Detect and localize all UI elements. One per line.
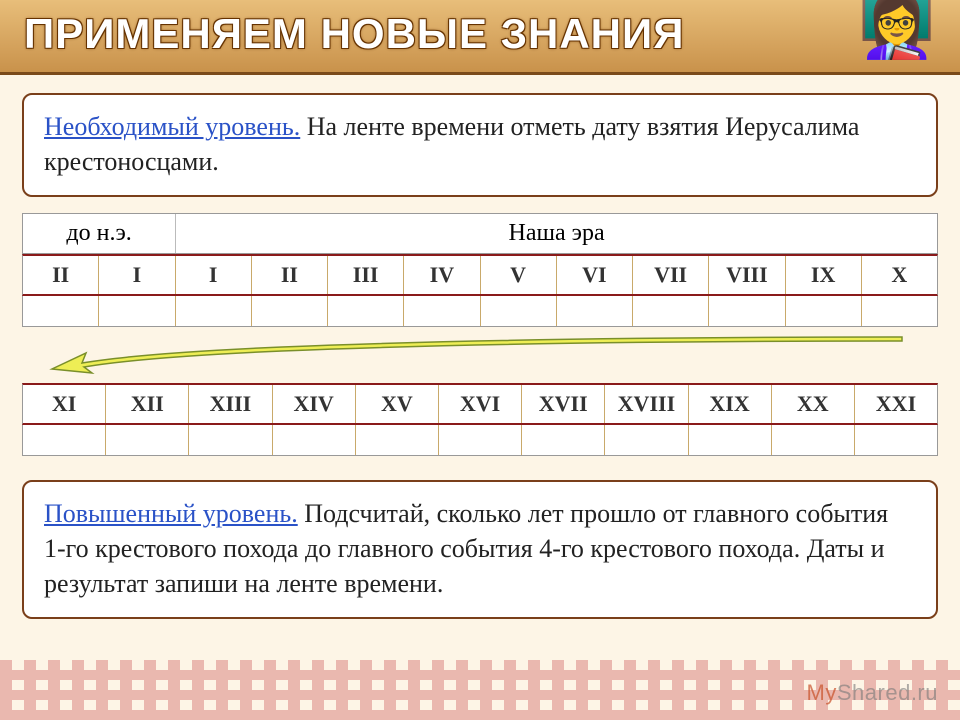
century-cell: IX [786,256,862,294]
answer-cell[interactable] [439,425,522,455]
century-cell: XIX [689,385,772,423]
task-lead-basic: Необходимый уровень. [44,112,300,141]
timeline-1-answer-row[interactable] [22,296,938,327]
answer-cell[interactable] [633,296,709,326]
answer-cell[interactable] [23,296,99,326]
answer-cell[interactable] [605,425,688,455]
century-cell: XX [772,385,855,423]
century-cell: II [252,256,328,294]
watermark: MyShared.ru [807,680,938,706]
content-area: Необходимый уровень. На ленте времени от… [0,75,960,619]
century-cell: XVII [522,385,605,423]
task-card-basic: Необходимый уровень. На ленте времени от… [22,93,938,197]
century-cell: X [862,256,937,294]
title-bar: ПРИМЕНЯЕМ НОВЫЕ ЗНАНИЯ 👩‍🏫 [0,0,960,75]
century-cell: II [23,256,99,294]
century-cell: XV [356,385,439,423]
answer-cell[interactable] [772,425,855,455]
answer-cell[interactable] [862,296,937,326]
timeline-1-numerals: IIIIIIIIIIVVVIVIIVIIIIXX [22,254,938,296]
answer-cell[interactable] [356,425,439,455]
century-cell: I [176,256,252,294]
timeline-2-numerals: XIXIIXIIIXIVXVXVIXVIIXVIIIXIXXXXXI [22,383,938,425]
century-cell: I [99,256,175,294]
task-card-advanced: Повышенный уровень. Подсчитай, сколько л… [22,480,938,619]
century-cell: XI [23,385,106,423]
continuation-arrow [22,333,938,377]
century-cell: VIII [709,256,785,294]
century-cell: XII [106,385,189,423]
timeline-1: до н.э. Наша эра IIIIIIIIIIVVVIVIIVIIIIX… [22,213,938,327]
answer-cell[interactable] [273,425,356,455]
century-cell: VII [633,256,709,294]
watermark-my: My [807,680,837,705]
century-cell: IV [404,256,480,294]
century-cell: V [481,256,557,294]
answer-cell[interactable] [481,296,557,326]
era-bc-label: до н.э. [23,214,176,253]
century-cell: VI [557,256,633,294]
answer-cell[interactable] [709,296,785,326]
century-cell: XVIII [605,385,688,423]
answer-cell[interactable] [176,296,252,326]
era-ad-label: Наша эра [176,214,937,253]
century-cell: XXI [855,385,937,423]
answer-cell[interactable] [23,425,106,455]
century-cell: III [328,256,404,294]
answer-cell[interactable] [106,425,189,455]
century-cell: XIII [189,385,272,423]
watermark-rest: Shared.ru [837,680,938,705]
timeline-1-header: до н.э. Наша эра [22,213,938,254]
answer-cell[interactable] [404,296,480,326]
answer-cell[interactable] [689,425,772,455]
century-cell: XVI [439,385,522,423]
answer-cell[interactable] [522,425,605,455]
timeline-2-answer-row[interactable] [22,425,938,456]
answer-cell[interactable] [189,425,272,455]
answer-cell[interactable] [786,296,862,326]
century-cell: XIV [273,385,356,423]
page-title: ПРИМЕНЯЕМ НОВЫЕ ЗНАНИЯ [24,10,936,58]
timeline-2: XIXIIXIIIXIVXVXVIXVIIXVIIIXIXXXXXI [22,383,938,456]
answer-cell[interactable] [328,296,404,326]
answer-cell[interactable] [855,425,937,455]
task-lead-advanced: Повышенный уровень. [44,499,298,528]
curved-arrow-icon [52,337,902,373]
answer-cell[interactable] [252,296,328,326]
answer-cell[interactable] [99,296,175,326]
answer-cell[interactable] [557,296,633,326]
